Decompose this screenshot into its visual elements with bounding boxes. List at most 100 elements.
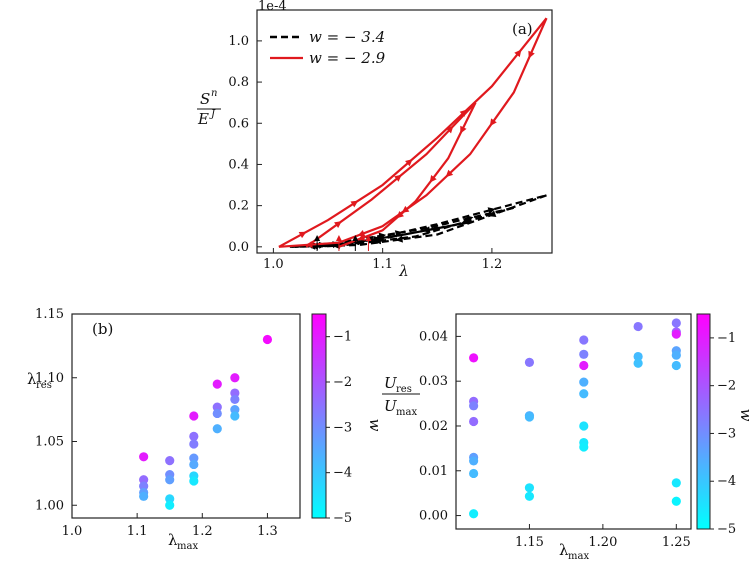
panel-a-curves <box>278 17 548 250</box>
y-tick-label: 0.0 <box>228 240 249 255</box>
direction-arrow <box>459 109 468 117</box>
scatter-point <box>230 373 240 383</box>
scatter-point <box>524 483 535 493</box>
y-tick-label: 0.01 <box>419 464 448 479</box>
scatter-point <box>212 408 222 419</box>
result-arrow-head <box>352 235 359 241</box>
colorbar-tick-label: −2 <box>717 379 736 394</box>
panel-c-ylabel-num-sub: res <box>396 384 412 395</box>
scatter-point <box>212 379 222 389</box>
y-tick-label: 0.4 <box>228 157 249 172</box>
panel-a-result-arrows <box>314 235 372 251</box>
scatter-point <box>633 358 643 368</box>
scatter-point <box>469 456 479 466</box>
panel-c-colorbar <box>696 313 711 530</box>
result-arrow-head <box>335 235 342 241</box>
scatter-point <box>212 402 222 412</box>
panel-c-xlabel-sub: max <box>568 551 589 562</box>
scatter-point <box>139 452 149 462</box>
x-tick-label: 1.0 <box>263 257 284 272</box>
panel-c-x-ticks: 1.15 1.20 1.25 <box>515 524 691 550</box>
direction-arrow <box>405 159 413 167</box>
panel-c-colorbar-label: w <box>737 409 753 422</box>
scatter-point <box>633 351 643 362</box>
scatter-point <box>212 424 222 434</box>
y-tick-label: 0.8 <box>228 75 249 90</box>
scatter-point <box>189 459 199 470</box>
scatter-point <box>579 377 589 387</box>
panel-a-label: (a) <box>512 20 533 38</box>
result-arrow-head <box>365 235 372 241</box>
y-tick-label: 0.6 <box>228 116 249 131</box>
scatter-point <box>165 456 175 466</box>
scatter-point <box>469 401 479 411</box>
scatter-point <box>671 350 681 360</box>
scatter-point <box>469 416 479 427</box>
scatter-point <box>230 405 240 415</box>
scatter-point <box>189 439 199 449</box>
panel-b-colorbar <box>311 313 327 519</box>
direction-arrow <box>396 210 404 219</box>
y-tick-label: 1.0 <box>228 34 249 49</box>
y-tick-label: 1.15 <box>35 307 64 322</box>
panel-a: 1e-4 (a) 1.0 1.1 1.2 0.0 0.2 0.4 0.6 0.8 1.0 w … <box>197 0 553 280</box>
panel-a-x-ticks: 1.0 1.1 1.2 <box>263 248 502 272</box>
y-tick-label: 1.00 <box>35 498 64 513</box>
y-tick-label: 0.00 <box>419 509 448 524</box>
scatter-point <box>469 468 479 479</box>
panel-a-ylabel-num: S <box>200 90 210 108</box>
legend-label-w-2.9: w = − 2.9 <box>309 49 386 67</box>
series-line <box>338 102 477 248</box>
scatter-point <box>189 411 199 421</box>
panel-c: 1.15 1.20 1.25 0.000.010.020.030.04 λ max … <box>382 313 753 562</box>
scatter-point <box>671 329 681 339</box>
direction-arrow <box>350 200 359 208</box>
x-tick-label: 1.2 <box>482 257 503 272</box>
x-tick-label: 1.0 <box>62 524 83 539</box>
direction-arrow <box>445 125 454 134</box>
scatter-point <box>189 453 199 463</box>
panel-b-colorbar-ticks: −1 −2 −3 −4 −5 <box>326 330 352 526</box>
panel-a-ylabel-den: E <box>197 110 209 128</box>
direction-arrow <box>460 125 467 134</box>
colorbar-tick-label: −4 <box>717 474 736 489</box>
scatter-point <box>165 475 175 485</box>
colorbar-tick-label: −5 <box>333 511 352 526</box>
scatter-point <box>524 491 535 501</box>
panel-a-ylabel: S n E J <box>197 88 221 128</box>
colorbar-tick-label: −3 <box>333 420 352 435</box>
scatter-point <box>165 500 175 510</box>
colorbar-tick-label: −1 <box>333 330 352 345</box>
panel-b-ylabel: λ res <box>27 370 52 391</box>
panel-b-xlabel-sub: max <box>177 541 198 552</box>
x-tick-label: 1.20 <box>588 535 617 550</box>
result-arrow-head <box>314 235 321 241</box>
panel-c-ylabel-den-sub: max <box>396 407 417 418</box>
scatter-point <box>469 509 479 519</box>
direction-arrow <box>445 169 454 178</box>
y-tick-label: 0.04 <box>419 329 448 344</box>
scatter-point <box>524 412 535 422</box>
panel-c-y-ticks: 0.00 0.01 0.02 0.03 0.04 <box>419 329 461 524</box>
scatter-point <box>579 442 589 452</box>
scatter-point <box>579 421 589 431</box>
panel-b-points <box>139 334 273 510</box>
x-tick-label: 1.3 <box>257 524 278 539</box>
legend-label-w-3.4: w = − 3.4 <box>309 28 385 46</box>
direction-arrow <box>298 231 307 239</box>
panel-c-ylabel-num: U <box>384 374 398 392</box>
scatter-point <box>262 334 273 345</box>
y-tick-label: 0.03 <box>419 374 448 389</box>
panel-c-ylabel-den: U <box>384 397 398 415</box>
scatter-point <box>165 494 175 504</box>
direction-arrow <box>357 229 366 237</box>
y-tick-label: 1.05 <box>35 435 64 450</box>
colorbar-tick-label: −3 <box>717 426 736 441</box>
y-tick-label: 1.10 <box>35 371 64 386</box>
panel-a-ylabel-den-sup: J <box>209 109 216 120</box>
scatter-point <box>671 478 681 488</box>
scatter-point <box>230 394 240 405</box>
panel-c-points <box>469 318 681 519</box>
scatter-point <box>579 349 589 359</box>
direction-arrow <box>528 50 535 59</box>
